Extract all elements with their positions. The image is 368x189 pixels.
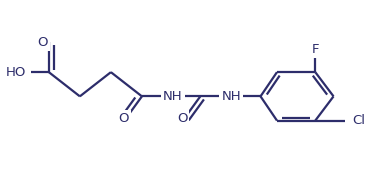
Text: Cl: Cl [352,114,365,127]
Text: O: O [177,112,187,125]
Text: F: F [312,43,319,56]
Text: O: O [37,36,47,49]
Text: NH: NH [222,90,241,103]
Text: HO: HO [6,66,26,79]
Text: O: O [118,112,129,125]
Text: NH: NH [163,90,183,103]
